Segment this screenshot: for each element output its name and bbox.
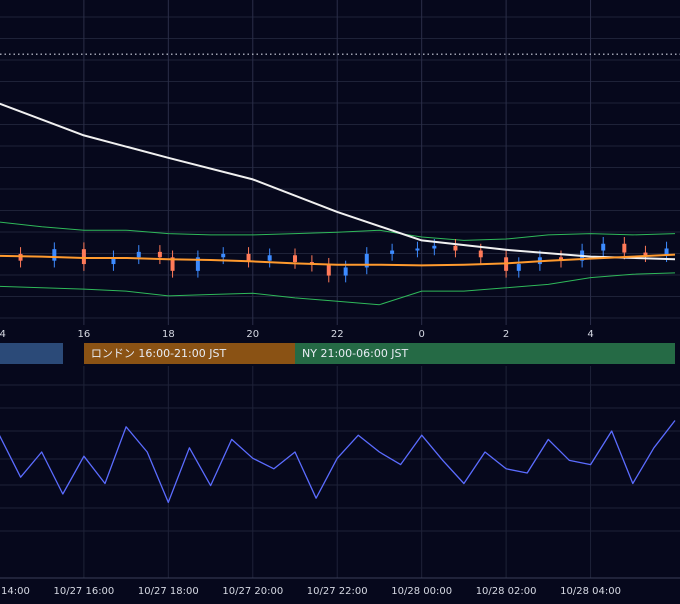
candle-body[interactable]: [343, 267, 348, 276]
candle-body[interactable]: [364, 253, 369, 268]
candle-body[interactable]: [516, 264, 521, 271]
candle-body[interactable]: [111, 257, 116, 265]
bottom-time-axis: 10/27 14:00 10/27 16:00 10/27 18:00 10/27 2…: [0, 586, 621, 597]
price-panel[interactable]: [0, 71, 676, 306]
candle-body[interactable]: [622, 243, 627, 253]
candle-body[interactable]: [195, 257, 200, 271]
oscillator-line: [0, 420, 676, 504]
candle-body[interactable]: [221, 253, 226, 258]
bollinger-lower-line: [0, 272, 676, 306]
long-ma-line: [0, 102, 676, 261]
bollinger-upper-line: [0, 221, 676, 241]
price-axis-tick-label: 2: [503, 329, 509, 340]
candle-body[interactable]: [293, 255, 297, 263]
candle-body[interactable]: [81, 249, 86, 265]
bottom-axis-tick-label: 10/28 02:00: [476, 586, 537, 597]
candle-body[interactable]: [267, 255, 272, 261]
price-axis-tick-label: 18: [162, 329, 175, 340]
bottom-axis-tick-label: 10/27 16:00: [53, 586, 114, 597]
candle-body[interactable]: [136, 251, 141, 258]
bottom-axis-tick-label: 10/27 18:00: [138, 586, 199, 597]
candle-body[interactable]: [415, 248, 420, 251]
bottom-axis-tick-label: 10/27 22:00: [307, 586, 368, 597]
candle-body[interactable]: [326, 264, 331, 276]
price-axis-tick-label: 0: [418, 329, 424, 340]
price-axis-tick-label: 22: [331, 329, 344, 340]
price-axis-tick-label: 14: [0, 329, 6, 340]
candle-body[interactable]: [478, 250, 483, 258]
short-ma-line: [0, 253, 676, 267]
oscillator-panel[interactable]: [0, 420, 676, 504]
candle-body[interactable]: [18, 253, 23, 261]
candle-body[interactable]: [643, 252, 648, 256]
price-axis-tick-label: 16: [78, 329, 91, 340]
price-axis-tick-label: 4: [587, 329, 593, 340]
candle-body[interactable]: [246, 253, 251, 261]
bottom-axis-tick-label: 10/28 00:00: [391, 586, 452, 597]
bottom-axis-tick-label: 10/27 20:00: [222, 586, 283, 597]
session-bar-ny: NY 21:00-06:00 JST: [295, 343, 675, 364]
bottom-axis-tick-label: 10/27 14:00: [0, 586, 30, 597]
candle-body[interactable]: [559, 257, 563, 261]
candle-body[interactable]: [453, 245, 458, 251]
candle-body[interactable]: [52, 249, 57, 261]
candle-body[interactable]: [170, 257, 175, 271]
oscillator-grid: [0, 366, 680, 579]
session-bar-london: ロンドン 16:00-21:00 JST: [83, 343, 295, 364]
candle-body[interactable]: [390, 250, 395, 254]
candle-body[interactable]: [664, 248, 669, 256]
price-time-axis: 14 16 18 20 22 0 2 4: [0, 329, 594, 340]
bottom-axis-tick-label: 10/28 04:00: [560, 586, 621, 597]
candle-body[interactable]: [157, 251, 162, 258]
candle-body[interactable]: [601, 243, 606, 251]
candle-body[interactable]: [432, 245, 437, 249]
price-axis-tick-label: 20: [246, 329, 259, 340]
session-bar-tokyo: [0, 343, 63, 364]
